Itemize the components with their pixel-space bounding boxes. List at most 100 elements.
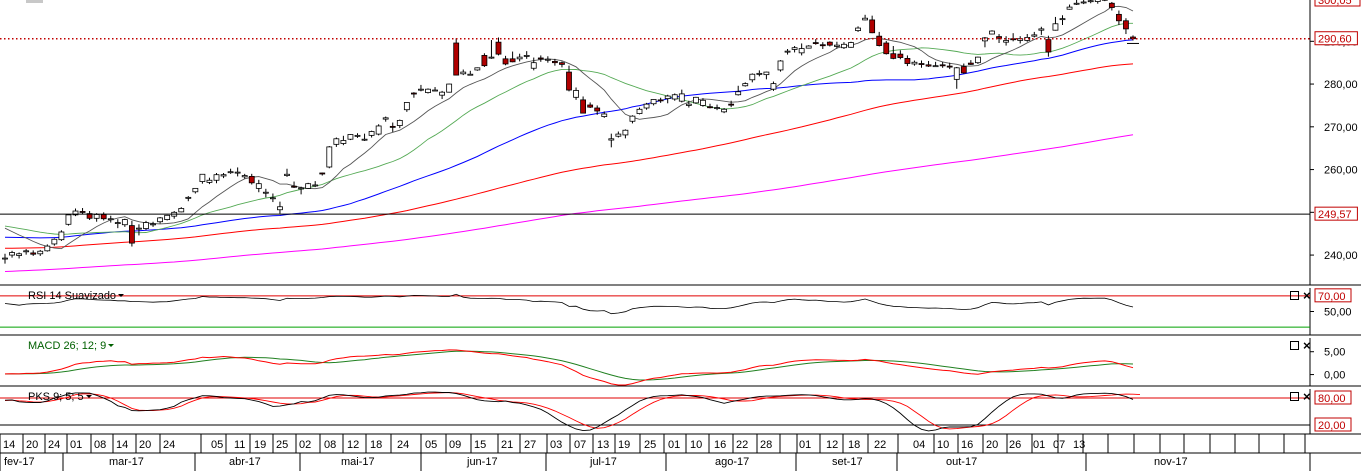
- month-label: ago-17: [715, 456, 749, 468]
- candle-up: [255, 183, 262, 189]
- rsi-highlight-label-box: [1314, 288, 1352, 303]
- candle: [636, 107, 643, 115]
- candle: [869, 15, 876, 34]
- macd-close-icon[interactable]: ×: [1303, 338, 1311, 353]
- candle-up: [347, 134, 354, 140]
- candle: [305, 182, 312, 189]
- price-panel[interactable]: 240,00250,00260,00270,00280,00290,00300,…: [0, 0, 1361, 286]
- candle: [241, 173, 248, 179]
- macd-panel[interactable]: 5,00 0,00 MACD 26; 12; 9: [0, 338, 1361, 387]
- candle: [16, 252, 23, 259]
- candle-up: [742, 83, 749, 87]
- candle-up: [1080, 1, 1087, 4]
- candle: [883, 40, 890, 55]
- stochastic-close-icon[interactable]: ×: [1303, 389, 1311, 404]
- price-highlight-label-box: [1314, 206, 1358, 221]
- candle: [361, 133, 368, 141]
- rsi-close-icon[interactable]: ×: [1303, 288, 1311, 303]
- candle: [1123, 18, 1129, 35]
- candle: [622, 129, 629, 139]
- candle: [453, 38, 460, 76]
- candle: [284, 168, 290, 177]
- candle: [432, 87, 438, 92]
- candle: [128, 220, 135, 247]
- day-label: 24: [163, 439, 175, 451]
- day-label: 12: [347, 439, 359, 451]
- candle: [213, 172, 220, 184]
- candle-up: [199, 173, 206, 182]
- candle: [841, 42, 847, 49]
- candle: [107, 215, 114, 223]
- day-label: 05: [211, 439, 223, 451]
- candle: [481, 53, 488, 67]
- candle-down: [890, 53, 897, 59]
- candle: [671, 93, 678, 101]
- candle-up: [1031, 34, 1038, 37]
- rsi-maximize-icon[interactable]: [1290, 291, 1299, 300]
- candle: [530, 57, 537, 71]
- rsi-tick-label: 50,00: [1324, 307, 1352, 319]
- price-tick-label: 280,00: [1324, 79, 1358, 91]
- month-label: mai-17: [341, 456, 375, 468]
- candle: [721, 108, 727, 114]
- candle-down: [960, 66, 967, 74]
- candle: [932, 61, 939, 68]
- candle-up: [213, 174, 220, 181]
- rsi-label: RSI 14 Suavizado: [28, 290, 116, 302]
- macd-signal-line: [4, 350, 1134, 381]
- candle-up: [855, 27, 861, 32]
- candle: [37, 249, 44, 256]
- candle-down: [495, 41, 502, 55]
- candle: [1017, 36, 1024, 44]
- candle-up: [44, 245, 51, 252]
- stochastic-maximize-icon[interactable]: [1290, 392, 1299, 401]
- candle-up: [361, 138, 368, 141]
- candle-down: [587, 104, 594, 108]
- candle: [403, 102, 410, 112]
- scroll-thumb: [26, 0, 43, 3]
- day-label: 08: [94, 439, 106, 451]
- candle: [890, 46, 897, 60]
- candle-up: [791, 47, 798, 50]
- candle: [136, 224, 142, 236]
- candle-up: [1073, 2, 1080, 5]
- day-label: 25: [276, 439, 288, 451]
- candle-up: [756, 72, 763, 75]
- rsi-highlight-label: 70,00: [1318, 291, 1346, 303]
- candle-up: [136, 227, 142, 230]
- candle: [608, 133, 615, 148]
- candle-up: [150, 223, 156, 226]
- candle: [1038, 26, 1045, 35]
- rsi-panel[interactable]: 50,00 70,00 RSI 14 Suavizado: [0, 288, 1361, 336]
- candle-up: [834, 44, 840, 47]
- candle: [326, 146, 333, 169]
- candle-up: [396, 119, 403, 126]
- day-label: 14: [3, 439, 15, 451]
- candle-up: [1052, 23, 1059, 31]
- candle: [544, 56, 551, 63]
- candle: [960, 63, 967, 74]
- month-label: mar-17: [109, 456, 144, 468]
- day-label: 18: [848, 439, 860, 451]
- candle-up: [1059, 18, 1066, 21]
- candle: [150, 221, 156, 227]
- moving-average-9: [4, 5, 1134, 250]
- candle: [1116, 10, 1122, 26]
- month-label: fev-17: [4, 456, 35, 468]
- candle-up: [601, 113, 608, 117]
- candle-up: [932, 65, 939, 68]
- price-highlight-label-box: [1314, 31, 1358, 46]
- candle-up: [474, 67, 481, 71]
- day-label: 16: [961, 439, 973, 451]
- candle: [368, 130, 375, 138]
- candle: [227, 168, 234, 174]
- candle: [685, 100, 692, 108]
- candle: [9, 250, 15, 258]
- candle-up: [333, 138, 340, 145]
- macd-maximize-icon[interactable]: [1290, 341, 1299, 350]
- day-label: 18: [370, 439, 382, 451]
- price-tick-label: 240,00: [1324, 250, 1358, 262]
- stochastic-panel[interactable]: 80,00 20,00 PKS 9; 5; 5: [0, 389, 1361, 435]
- candle-up: [467, 73, 474, 76]
